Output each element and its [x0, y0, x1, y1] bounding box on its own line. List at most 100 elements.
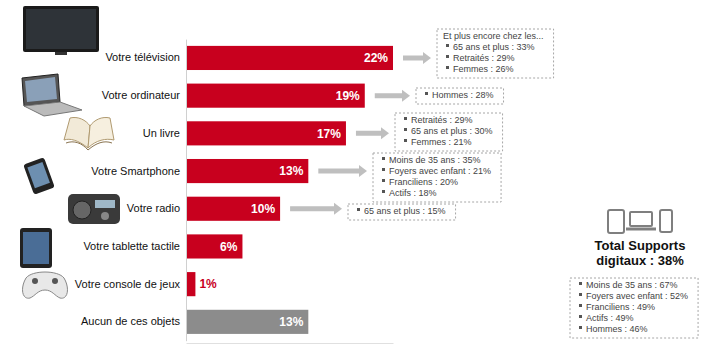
icon-book [64, 117, 114, 150]
tick: Votre console de jeux [75, 278, 186, 290]
bar [186, 234, 242, 258]
annotation: Et plus encore chez les...65 ans et plus… [403, 29, 554, 78]
category-label: Votre tablette tactile [83, 240, 180, 252]
bullet [446, 66, 449, 69]
arrow [375, 90, 410, 102]
data-label: 6% [220, 240, 238, 254]
category-label: Votre radio [127, 202, 180, 214]
annotation-item: Retraités : 29% [411, 115, 473, 125]
bar [186, 46, 393, 70]
bullet [404, 128, 407, 131]
annotation-item: Femmes : 21% [411, 137, 472, 147]
icon-devices [608, 210, 672, 233]
icon-smartphone [23, 157, 55, 195]
tick: Votre tablette tactile [83, 240, 186, 252]
total-title: Total Supports digitaux : 38% [584, 238, 696, 268]
bar [186, 310, 308, 334]
bullet [382, 157, 385, 160]
data-label: 10% [251, 202, 275, 216]
annotation: Hommes : 28% [375, 88, 504, 104]
category-label: Votre télévision [105, 51, 180, 63]
annotation-item: Foyers avec enfant : 52% [586, 291, 688, 301]
tick: Aucun de ces objets [81, 315, 186, 327]
category-label: Votre console de jeux [75, 278, 181, 290]
annotation-item: Hommes : 28% [432, 90, 494, 100]
bullet [446, 44, 449, 47]
bullet [446, 55, 449, 58]
data-label: 13% [279, 164, 303, 178]
arrow [318, 165, 367, 177]
annotation-frame [395, 113, 503, 151]
bar [186, 121, 346, 145]
annotation-item: Actifs : 49% [586, 313, 634, 323]
annotation-item: Retraités : 29% [453, 53, 515, 63]
bullet [425, 92, 428, 95]
tick: Un livre [143, 127, 186, 139]
arrow [356, 127, 389, 139]
bullet [382, 179, 385, 182]
bullet [579, 282, 582, 285]
y-axis-line [186, 40, 187, 342]
annotation-item: Hommes : 46% [586, 324, 648, 334]
category-label: Votre ordinateur [102, 89, 181, 101]
arrow [403, 52, 431, 64]
bullet [404, 139, 407, 142]
total-box: Moins de 35 ans : 67%Foyers avec enfant … [570, 278, 698, 338]
data-label: 1% [199, 277, 217, 291]
annotation: 65 ans et plus : 15% [290, 203, 455, 220]
annotation-frame [348, 204, 456, 220]
category-label: Votre Smartphone [91, 165, 180, 177]
bar [186, 159, 308, 183]
annotation-item: Moins de 35 ans : 67% [586, 280, 678, 290]
icon-console [23, 272, 68, 298]
bar [186, 197, 280, 221]
data-label: 17% [317, 127, 341, 141]
icons [20, 6, 120, 298]
annotation-item: Franciliens : 49% [586, 302, 655, 312]
annotation-item: 65 ans et plus : 33% [453, 42, 535, 52]
x-axis-line [187, 343, 394, 344]
bullet [579, 315, 582, 318]
tick: Votre radio [127, 202, 186, 214]
icon-radio [68, 194, 120, 224]
bullet [579, 293, 582, 296]
chart: Votre télévision Votre ordinateur Un livre… [0, 0, 720, 364]
annotation: Retraités : 29%65 ans et plus : 30%Femme… [356, 113, 503, 151]
annotation-item: 65 ans et plus : 15% [364, 206, 446, 216]
y-axis: Votre télévision Votre ordinateur Un livre… [75, 40, 187, 342]
annotation-item: Foyers avec enfant : 21% [389, 166, 491, 176]
data-label: 22% [364, 51, 388, 65]
bullet [579, 326, 582, 329]
tick: Votre télévision [105, 51, 186, 63]
tick: Votre Smartphone [91, 165, 186, 177]
bullet [382, 168, 385, 171]
bar [186, 84, 365, 108]
annotation-title: Et plus encore chez les... [443, 31, 544, 41]
x-axis [187, 343, 394, 344]
bullet [382, 190, 385, 193]
icon-tv [23, 6, 99, 55]
icon-tablet [20, 228, 52, 268]
icon-laptop [22, 74, 82, 116]
annotation-item: Moins de 35 ans : 35% [389, 155, 481, 165]
data-labels: 22% 19% 17% 13% 10% 6% 1% 13% [199, 51, 388, 329]
tick: Votre ordinateur [102, 89, 186, 101]
annotation-item: 65 ans et plus : 30% [411, 126, 493, 136]
annotation-item: Franciliens : 20% [389, 177, 458, 187]
bullet [357, 208, 360, 211]
annotation-frame [416, 88, 504, 104]
annotation: Moins de 35 ans : 35%Foyers avec enfant … [318, 153, 501, 202]
annotation-item: Femmes : 26% [453, 64, 514, 74]
annotation-item: Actifs : 18% [389, 188, 437, 198]
annotation-frame [570, 278, 698, 338]
annotation-frame [373, 153, 501, 202]
bars [186, 46, 393, 334]
data-label: 13% [279, 315, 303, 329]
bullet [579, 304, 582, 307]
bar [186, 272, 195, 296]
bullet [404, 117, 407, 120]
arrow [290, 203, 342, 215]
category-label: Aucun de ces objets [81, 315, 181, 327]
category-label: Un livre [143, 127, 180, 139]
data-label: 19% [336, 89, 360, 103]
